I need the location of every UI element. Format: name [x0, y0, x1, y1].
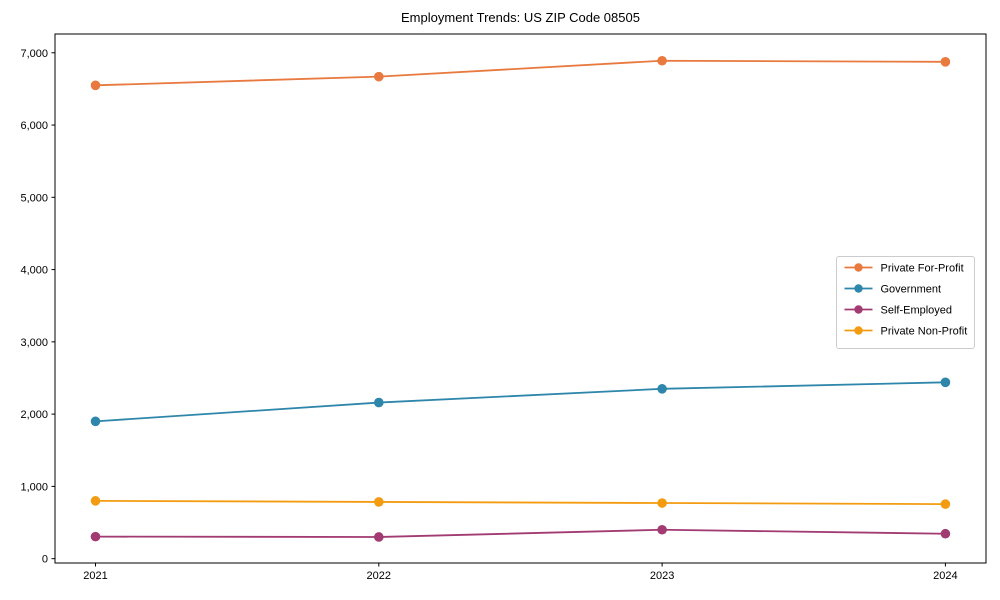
data-point-private-for-profit-2023: [657, 55, 667, 66]
legend-marker-dot-private-non-profit: [854, 326, 863, 335]
x-axis-tick-label: 2022: [367, 570, 391, 582]
legend-box: [836, 256, 975, 349]
x-axis-tick-label: 2021: [83, 570, 107, 582]
y-axis-tick-label: 3,000: [20, 337, 48, 349]
data-point-government-2024: [940, 377, 951, 388]
x-axis-tick-label: 2023: [650, 570, 674, 582]
series-line-private-for-profit: [95, 59, 946, 87]
data-point-self-employed-2024: [940, 528, 951, 539]
y-axis-tick-label: 1,000: [20, 481, 48, 493]
data-point-private-non-profit-2021: [90, 496, 101, 506]
series-line-private-non-profit: [95, 499, 946, 506]
legend-marker-dot-private-for-profit: [854, 263, 863, 272]
y-axis-tick-label: 5,000: [20, 192, 48, 204]
y-axis-tick-label: 7,000: [20, 48, 48, 60]
data-point-government-2021: [90, 416, 101, 427]
plot-area-border: [54, 33, 987, 564]
data-point-self-employed-2023: [657, 524, 667, 535]
data-point-government-2023: [657, 384, 667, 394]
data-point-private-non-profit-2022: [374, 497, 384, 507]
data-point-private-non-profit-2023: [657, 498, 667, 508]
data-point-private-for-profit-2024: [940, 57, 951, 67]
data-point-private-for-profit-2021: [90, 80, 101, 91]
data-point-private-for-profit-2022: [374, 71, 384, 82]
data-point-government-2022: [374, 397, 384, 408]
chart-title: Employment Trends: US ZIP Code 08505: [401, 10, 640, 25]
legend-marker-dot-government: [854, 284, 863, 293]
legend-label-private-for-profit: Private For-Profit: [881, 263, 964, 275]
series-line-government: [95, 381, 946, 423]
data-point-self-employed-2021: [90, 531, 101, 542]
y-axis-tick-label: 4,000: [20, 265, 48, 277]
x-axis-tick-label: 2024: [933, 570, 957, 582]
legend-marker-dot-self-employed: [854, 305, 863, 314]
y-axis-tick-label: 6,000: [20, 120, 48, 132]
y-axis-tick-label: 0: [42, 554, 48, 566]
legend-label-private-non-profit: Private Non-Profit: [881, 326, 968, 338]
y-axis-tick-label: 2,000: [20, 409, 48, 421]
series-line-self-employed: [95, 528, 946, 538]
legend-label-government: Government: [881, 284, 942, 296]
data-point-self-employed-2022: [374, 532, 384, 542]
data-point-private-non-profit-2024: [940, 499, 951, 509]
legend-label-self-employed: Self-Employed: [881, 305, 953, 317]
